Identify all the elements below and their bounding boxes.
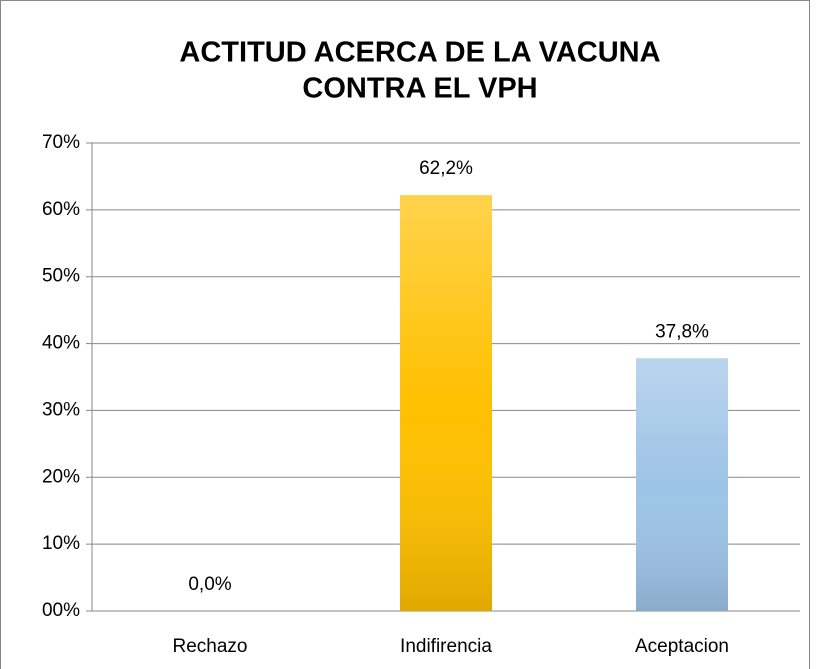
data-label: 37,8% <box>655 321 709 342</box>
y-tick-label: 00% <box>42 600 80 621</box>
bar-shade <box>636 358 728 611</box>
chart-title: ACTITUD ACERCA DE LA VACUNA <box>179 37 660 69</box>
bar-shade <box>400 195 492 612</box>
y-tick-label: 70% <box>42 132 80 153</box>
x-tick-label: Indifirencia <box>400 636 492 657</box>
y-tick-label: 50% <box>42 266 80 287</box>
y-tick-label: 40% <box>42 333 80 354</box>
y-tick-label: 20% <box>42 466 80 487</box>
x-tick-label: Aceptacion <box>635 636 729 657</box>
x-tick-label: Rechazo <box>173 636 248 657</box>
y-tick-label: 30% <box>42 399 80 420</box>
y-tick-label: 60% <box>42 199 80 220</box>
y-tick-label: 10% <box>42 533 80 554</box>
data-label: 62,2% <box>419 158 473 179</box>
chart-title: CONTRA EL VPH <box>302 73 537 105</box>
data-label: 0,0% <box>188 574 231 595</box>
